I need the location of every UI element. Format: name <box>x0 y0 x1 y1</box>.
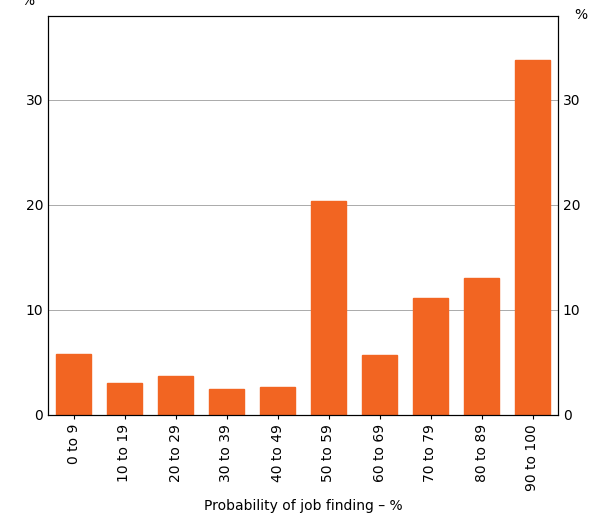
Y-axis label: %: % <box>574 8 587 22</box>
Bar <box>209 389 244 415</box>
Bar <box>56 354 91 415</box>
X-axis label: Probability of job finding – %: Probability of job finding – % <box>203 499 403 513</box>
Bar <box>413 298 448 415</box>
Bar <box>515 60 550 415</box>
Bar <box>107 384 142 415</box>
Y-axis label: %: % <box>21 0 34 8</box>
Bar <box>260 387 295 415</box>
Bar <box>464 278 499 415</box>
Bar <box>311 201 346 415</box>
Bar <box>362 355 397 415</box>
Bar <box>158 376 193 415</box>
